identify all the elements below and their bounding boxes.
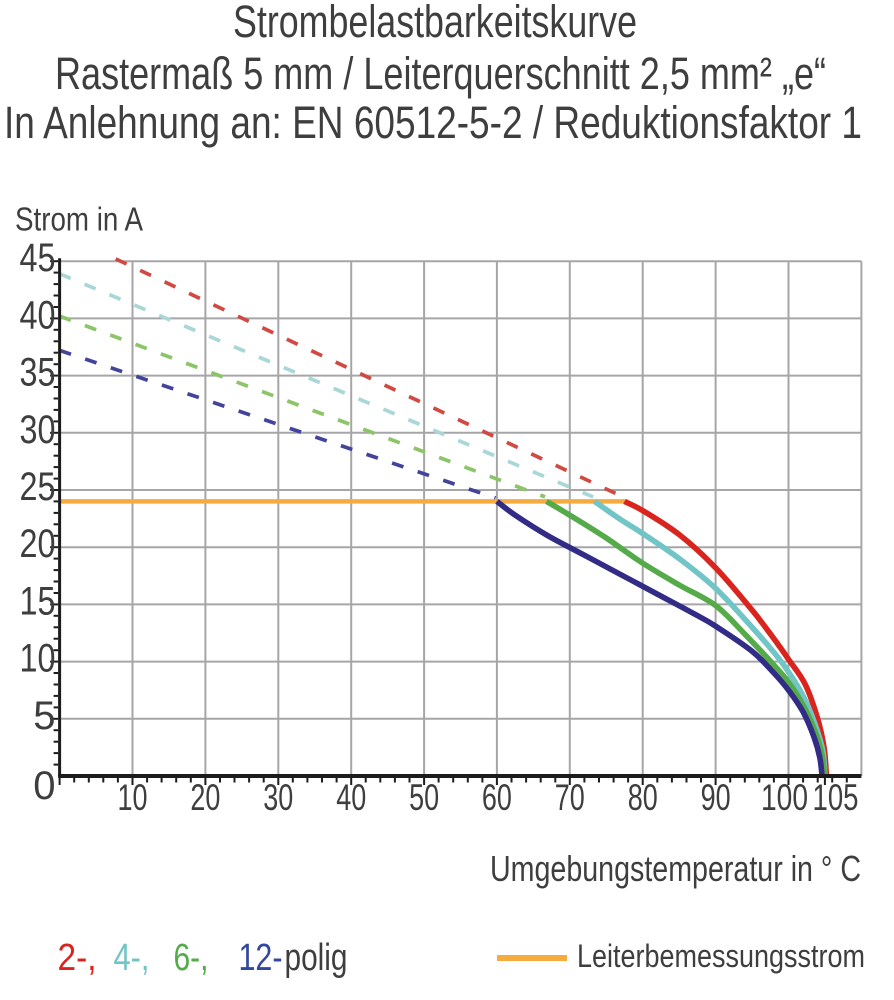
svg-text:25: 25 <box>20 465 56 509</box>
svg-text:80: 80 <box>628 777 658 818</box>
svg-text:2-,: 2-, <box>58 937 97 979</box>
svg-text:20: 20 <box>20 522 56 566</box>
svg-text:10: 10 <box>118 777 148 818</box>
svg-text:5: 5 <box>33 694 55 738</box>
svg-text:Strom in A: Strom in A <box>15 201 143 238</box>
svg-text:30: 30 <box>263 777 293 818</box>
svg-text:0: 0 <box>33 764 55 808</box>
svg-text:30: 30 <box>20 408 56 452</box>
svg-text:70: 70 <box>555 777 585 818</box>
svg-text:4-,: 4-, <box>114 937 150 979</box>
svg-text:45: 45 <box>20 236 56 280</box>
svg-text:10: 10 <box>20 637 56 681</box>
svg-text:20: 20 <box>190 777 220 818</box>
svg-text:Rastermaß 5 mm / Leiterquersch: Rastermaß 5 mm / Leiterquerschnitt 2,5 m… <box>55 48 826 99</box>
svg-text:35: 35 <box>20 351 56 395</box>
svg-text:polig: polig <box>285 937 348 979</box>
svg-text:90: 90 <box>701 777 731 818</box>
svg-text:12-: 12- <box>239 937 283 979</box>
svg-text:40: 40 <box>20 293 56 337</box>
svg-text:15: 15 <box>20 579 56 623</box>
svg-text:In Anlehnung an: EN 60512-5-2: In Anlehnung an: EN 60512-5-2 / Reduktio… <box>4 97 862 148</box>
svg-text:100: 100 <box>761 777 808 818</box>
svg-text:50: 50 <box>409 777 439 818</box>
svg-text:6-,: 6-, <box>174 937 209 979</box>
svg-text:Umgebungstemperatur in ° C: Umgebungstemperatur in ° C <box>490 848 861 889</box>
svg-text:40: 40 <box>336 777 366 818</box>
svg-text:Leiterbemessungsstrom: Leiterbemessungsstrom <box>577 938 865 974</box>
svg-text:Strombelastbarkeitskurve: Strombelastbarkeitskurve <box>233 0 637 47</box>
svg-text:105: 105 <box>813 777 859 818</box>
svg-text:60: 60 <box>482 777 512 818</box>
